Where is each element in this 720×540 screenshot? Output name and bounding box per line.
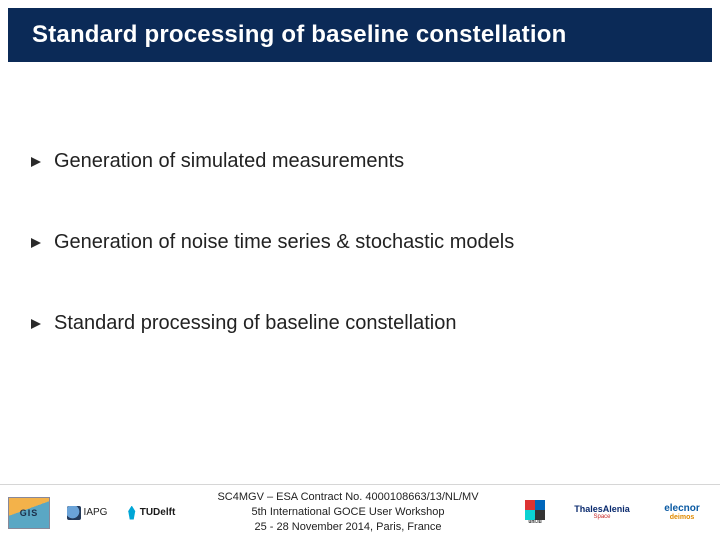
iapg-logo-icon: IAPG	[64, 503, 110, 523]
bullet-item: Standard processing of baseline constell…	[28, 312, 692, 335]
bullet-item: Generation of noise time series & stocha…	[28, 231, 692, 254]
footer-line: 25 - 28 November 2014, Paris, France	[254, 520, 441, 535]
bullet-text: Generation of noise time series & stocha…	[54, 231, 514, 254]
elecnor-logo-icon: elecnor deimos	[652, 501, 712, 525]
footer-line: 5th International GOCE User Workshop	[252, 505, 445, 520]
footer-logos-left: GIS IAPG TUDelft	[0, 485, 186, 540]
bullet-text: Standard processing of baseline constell…	[54, 312, 456, 335]
footer-text: SC4MGV – ESA Contract No. 4000108663/13/…	[186, 485, 510, 540]
bullet-list: Generation of simulated measurements Gen…	[28, 150, 692, 393]
arrow-icon	[28, 235, 44, 251]
unilu-logo-icon: uni.lu	[518, 496, 552, 530]
footer-line: SC4MGV – ESA Contract No. 4000108663/13/…	[217, 490, 478, 505]
tudelft-logo-icon: TUDelft	[124, 504, 178, 522]
slide-title: Standard processing of baseline constell…	[32, 21, 566, 49]
gis-logo-icon: GIS	[8, 497, 50, 529]
slide-title-bar: Standard processing of baseline constell…	[8, 8, 712, 62]
thales-logo-icon: ThalesAlenia Space	[566, 502, 638, 524]
footer-logos-right: uni.lu ThalesAlenia Space elecnor deimos	[510, 485, 720, 540]
bullet-item: Generation of simulated measurements	[28, 150, 692, 173]
arrow-icon	[28, 154, 44, 170]
bullet-text: Generation of simulated measurements	[54, 150, 404, 173]
slide-footer: GIS IAPG TUDelft SC4MGV – ESA Contract N…	[0, 484, 720, 540]
arrow-icon	[28, 316, 44, 332]
slide: Standard processing of baseline constell…	[0, 0, 720, 540]
